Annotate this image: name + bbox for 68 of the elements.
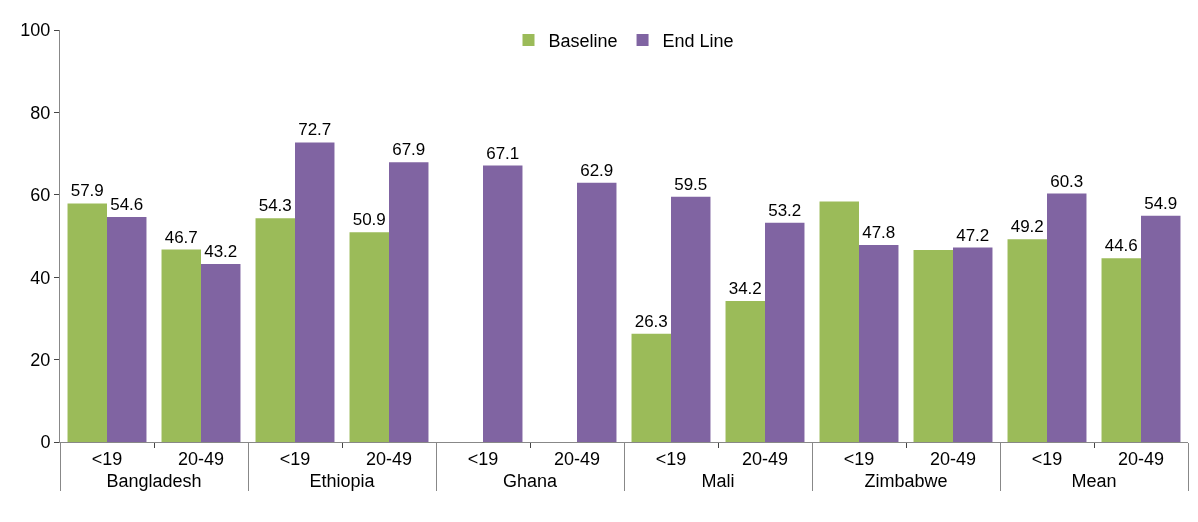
data-label: 62.9 [580,160,614,180]
data-label: 54.3 [258,196,292,216]
data-label: 50.9 [352,210,386,230]
x-tick-label: 20-49 [365,448,413,469]
text: Ghana [502,470,559,491]
text: Mean [1071,470,1117,491]
y-tick-label: 0 [40,432,51,453]
x-tick-label: 20-49 [741,448,789,469]
x-tick-label: <19 [843,448,875,469]
text: Ethiopia [309,470,376,491]
bar [349,232,389,442]
bar [201,264,241,442]
data-label: 34.2 [728,279,762,299]
data-label: 60.3 [1050,171,1084,191]
bar [483,165,523,442]
x-tick-label: 20-49 [929,448,977,469]
data-label: 54.9 [1144,193,1178,213]
bar [725,301,765,442]
data-label: 47.8 [862,223,896,243]
data-label: 72.7 [298,120,332,140]
bar [765,222,805,442]
x-tick-label: 20-49 [177,448,225,469]
bar [577,182,617,442]
bar [953,247,993,442]
bar [819,201,859,442]
y-tick-label: 60 [30,185,51,206]
y-tick-label: 40 [30,267,51,288]
bar [1101,258,1141,442]
legend-label: End Line [662,30,734,51]
bar [389,162,429,442]
bar [1047,193,1087,442]
y-tick-label: 20 [30,349,51,370]
bar [1141,215,1181,442]
bar [67,203,107,442]
bar [255,218,295,442]
bar [295,142,335,442]
text: Bangladesh [106,470,202,491]
bar [859,245,899,442]
bar [107,217,147,442]
data-label: 46.7 [164,227,198,247]
data-label: 67.9 [392,140,426,160]
bar [161,249,201,442]
x-tick-label: 20-49 [1117,448,1165,469]
data-label: 53.2 [768,200,802,220]
data-label: 59.5 [674,174,708,194]
bar [913,250,953,442]
data-label: 43.2 [204,242,238,262]
y-tick-label: 100 [20,20,51,41]
x-tick-label: <19 [1031,448,1063,469]
data-label: 26.3 [634,311,668,331]
legend-label: Baseline [548,30,618,51]
x-tick-label: <19 [279,448,311,469]
x-tick-label: <19 [467,448,499,469]
data-label: 67.1 [486,143,520,163]
text: Mali [701,470,735,491]
data-label: 44.6 [1104,236,1138,256]
x-tick-label: <19 [91,448,123,469]
text: Zimbabwe [864,470,948,491]
y-tick-label: 80 [30,102,51,123]
bar [1007,239,1047,442]
x-tick-label: <19 [655,448,687,469]
bar [671,196,711,442]
data-label: 47.2 [956,225,990,245]
data-label: 57.9 [70,181,104,201]
x-tick-label: 20-49 [553,448,601,469]
bar [631,333,671,442]
data-label: 49.2 [1010,217,1044,237]
data-label: 54.6 [110,195,144,215]
